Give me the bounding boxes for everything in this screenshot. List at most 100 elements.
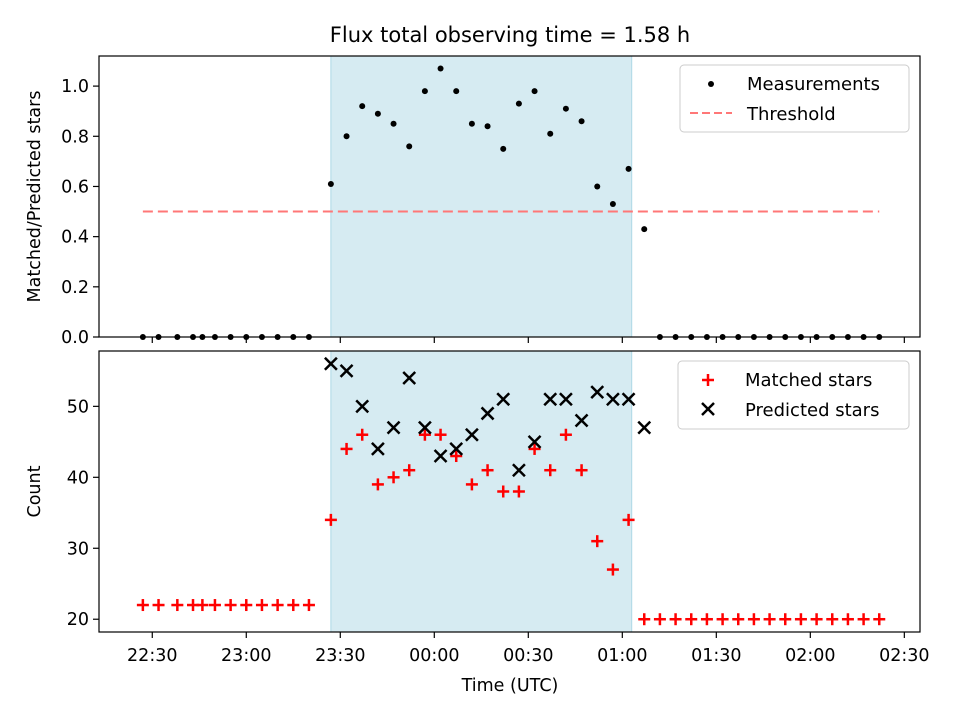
- matched-star-point: [779, 613, 792, 626]
- measurement-point: [359, 103, 366, 110]
- measurement-point: [343, 133, 350, 140]
- chart-title: Flux total observing time = 1.58 h: [330, 23, 690, 47]
- x-tick-label: 00:00: [409, 646, 459, 666]
- matched-star-point: [700, 613, 713, 626]
- matched-star-point: [591, 535, 604, 548]
- matched-star-point: [512, 485, 525, 498]
- top-legend: Measurements Threshold: [679, 64, 910, 133]
- x-tick-label: 23:00: [221, 646, 271, 666]
- predicted-star-point: [496, 392, 511, 407]
- matched-star-point: [669, 613, 682, 626]
- x-tick-label: 22:30: [127, 646, 177, 666]
- matched-star-point: [240, 599, 253, 612]
- matched-star-point: [403, 464, 416, 477]
- y-tick-label: 40: [67, 468, 89, 488]
- matched-star-point: [810, 613, 823, 626]
- predicted-star-point: [512, 463, 526, 478]
- matched-star-point: [302, 599, 315, 612]
- predicted-star-point: [433, 449, 448, 463]
- matched-star-point: [794, 613, 807, 626]
- matched-star-point: [287, 599, 300, 612]
- y-tick-label: 20: [67, 610, 89, 630]
- predicted-star-point: [606, 392, 620, 407]
- predicted-star-point: [402, 371, 417, 385]
- matched-star-point: [857, 613, 870, 626]
- predicted-star-point: [621, 392, 636, 407]
- matched-star-point: [136, 599, 149, 612]
- predicted-star-point: [465, 427, 479, 442]
- top-data-points: [139, 65, 883, 340]
- legend-measurements-label: Measurements: [747, 74, 880, 95]
- top-x-axis-ticks: [151, 337, 905, 343]
- bottom-axes-frame: [98, 350, 921, 633]
- predicted-star-point: [590, 385, 605, 400]
- matched-star-point: [873, 613, 886, 626]
- y-tick-label: 0.4: [61, 228, 89, 248]
- matched-star-point: [653, 613, 666, 626]
- matched-star-point: [418, 428, 431, 441]
- measurement-point: [484, 123, 491, 130]
- legend-measurements-marker: [708, 81, 714, 87]
- y-tick-label: 0.0: [61, 328, 89, 348]
- matched-star-point: [450, 450, 463, 463]
- y-tick-label: 0.2: [61, 278, 89, 298]
- x-tick-label: 01:30: [691, 646, 741, 666]
- matched-star-point: [732, 613, 745, 626]
- measurement-point: [390, 120, 397, 127]
- matched-star-point: [171, 599, 184, 612]
- matched-star-point: [465, 478, 478, 491]
- bottom-legend-box: [677, 360, 910, 430]
- top-shaded-region: [330, 55, 633, 338]
- measurement-point: [578, 118, 585, 125]
- matched-star-point: [255, 599, 268, 612]
- predicted-star-point: [418, 420, 432, 435]
- top-legend-box: [679, 64, 910, 133]
- predicted-star-point: [449, 442, 464, 456]
- top-axes-frame: [98, 55, 921, 338]
- x-tick-label: 02:30: [879, 646, 929, 666]
- matched-star-point: [622, 513, 635, 526]
- legend-predicted-marker: [701, 402, 715, 416]
- matched-star-point: [224, 599, 237, 612]
- matched-star-point: [826, 613, 839, 626]
- predicted-star-point: [637, 420, 652, 435]
- y-tick-label: 0.8: [61, 127, 89, 147]
- matched-star-point: [716, 613, 729, 626]
- matched-star-point: [271, 599, 284, 612]
- measurement-point: [562, 105, 569, 112]
- y-tick-label: 30: [67, 539, 89, 559]
- matched-star-point: [371, 478, 384, 491]
- matched-star-point: [747, 613, 760, 626]
- legend-predicted-label: Predicted stars: [745, 400, 879, 421]
- bottom-panel: 20 30 40 50 22:30 23:00 23:30 00:00 00:30 01:00 0…: [25, 350, 930, 666]
- matched-star-point: [340, 442, 353, 455]
- x-axis-label: Time (UTC): [461, 676, 559, 696]
- matched-star-point: [434, 428, 447, 441]
- matched-star-point: [685, 613, 698, 626]
- predicted-star-point: [559, 392, 573, 407]
- matched-star-point: [497, 485, 510, 498]
- x-tick-label: 01:00: [597, 646, 647, 666]
- predicted-star-point: [339, 363, 354, 378]
- measurement-point: [406, 143, 413, 150]
- predicted-star-point: [527, 434, 542, 449]
- measurement-point: [625, 165, 632, 172]
- matched-star-point: [208, 599, 221, 612]
- x-tick-label: 23:30: [315, 646, 365, 666]
- y-tick-label: 50: [67, 397, 89, 417]
- matched-star-point: [152, 599, 165, 612]
- predicted-star-point: [324, 356, 338, 371]
- x-tick-label: 00:30: [503, 646, 553, 666]
- matched-star-point: [481, 464, 494, 477]
- top-panel: 0.0 0.2 0.4 0.6 0.8 1.0 Matched/Predicted sta…: [25, 55, 921, 348]
- measurement-point: [327, 180, 334, 187]
- legend-threshold-label: Threshold: [746, 104, 836, 125]
- measurement-point: [500, 145, 507, 152]
- bottom-data-points: [136, 356, 886, 626]
- predicted-star-point: [371, 442, 385, 456]
- x-tick-label: 02:00: [785, 646, 835, 666]
- bottom-y-axis-ticks: 20 30 40 50: [67, 397, 99, 630]
- matched-star-point: [356, 428, 369, 441]
- measurement-point: [453, 88, 460, 95]
- bottom-x-axis-ticks: 22:30 23:00 23:30 00:00 00:30 01:00 01:30 02:00…: [127, 632, 930, 666]
